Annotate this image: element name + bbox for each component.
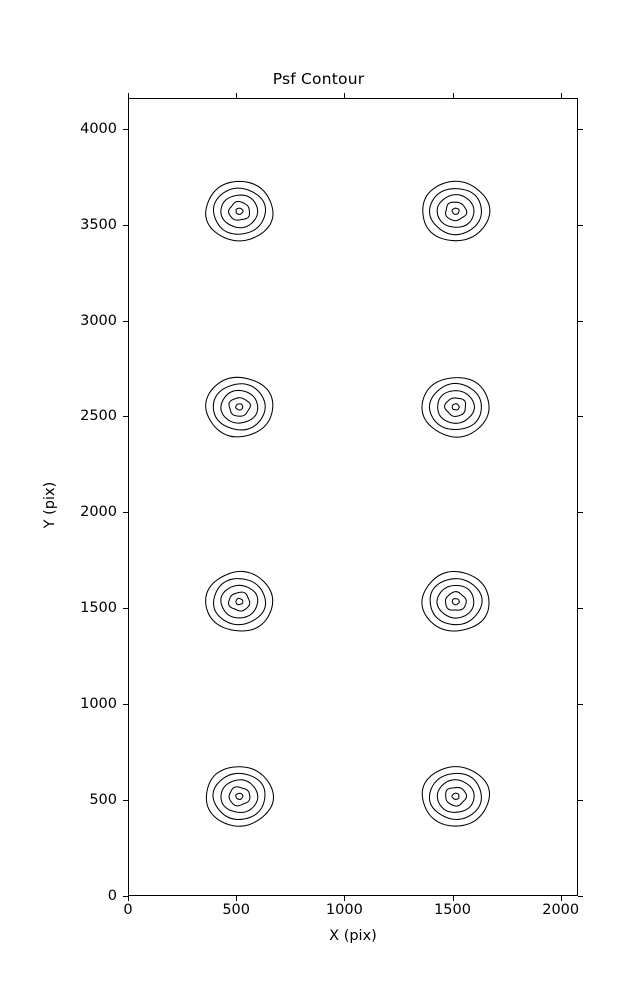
x-tick-mark bbox=[452, 93, 454, 98]
psf-contour-source bbox=[205, 766, 275, 827]
contour-ring bbox=[436, 584, 475, 619]
contour-ring bbox=[235, 403, 244, 411]
contour-ring bbox=[205, 570, 274, 632]
contour-ring bbox=[213, 578, 267, 626]
contour-ring bbox=[205, 766, 275, 827]
y-tick-mark bbox=[578, 320, 583, 322]
psf-contour-source bbox=[205, 376, 274, 438]
y-tick-mark bbox=[123, 896, 128, 897]
contour-ring bbox=[212, 772, 266, 820]
contour-ring bbox=[436, 194, 475, 228]
contour-ring bbox=[428, 772, 482, 821]
y-tick-mark bbox=[578, 128, 583, 130]
y-tick-mark bbox=[578, 416, 583, 418]
y-axis-label: Y (pix) bbox=[42, 481, 58, 529]
contour-ring bbox=[228, 786, 251, 807]
y-tick-mark bbox=[578, 512, 583, 514]
y-tick-label: 3000 bbox=[80, 312, 117, 329]
contour-ring bbox=[205, 180, 274, 242]
x-tick-mark bbox=[560, 93, 562, 98]
contour-layer bbox=[205, 180, 491, 827]
contour-ring bbox=[235, 792, 244, 800]
contour-ring bbox=[228, 397, 251, 417]
contour-ring bbox=[228, 200, 251, 221]
y-tick-mark bbox=[123, 704, 128, 706]
x-tick-mark bbox=[560, 896, 562, 901]
x-tick-label: 0 bbox=[123, 902, 133, 918]
y-tick-label: 2500 bbox=[80, 408, 117, 425]
contour-ring bbox=[444, 397, 467, 417]
y-tick-mark bbox=[578, 800, 583, 802]
contour-ring bbox=[228, 591, 251, 612]
x-tick-label: 2000 bbox=[542, 902, 580, 918]
contour-ring bbox=[451, 792, 460, 800]
contour-ring bbox=[212, 187, 267, 235]
contour-ring bbox=[421, 766, 491, 827]
contour-ring bbox=[451, 403, 460, 411]
psf-contour-source bbox=[421, 766, 491, 827]
psf-contour-source bbox=[422, 180, 491, 242]
y-tick-mark bbox=[123, 128, 128, 130]
y-tick-label: 1500 bbox=[80, 600, 117, 617]
y-tick-mark bbox=[123, 512, 128, 514]
contour-ring bbox=[451, 598, 460, 606]
contour-ring bbox=[220, 584, 259, 619]
y-tick-mark bbox=[578, 896, 583, 897]
y-tick-mark bbox=[578, 704, 583, 706]
x-tick-mark bbox=[236, 896, 238, 901]
y-tick-mark bbox=[123, 320, 128, 322]
x-tick-mark bbox=[128, 93, 129, 98]
y-tick-label: 500 bbox=[89, 792, 117, 809]
page-title: Psf Contour bbox=[272, 70, 365, 88]
x-tick-mark bbox=[128, 896, 129, 901]
y-tick-mark bbox=[578, 224, 583, 226]
x-tick-mark bbox=[344, 93, 346, 98]
contour-ring bbox=[220, 779, 259, 814]
psf-contour-source bbox=[421, 570, 490, 632]
x-tick-mark bbox=[452, 896, 454, 901]
y-tick-mark bbox=[123, 800, 128, 802]
x-tick-label: 1500 bbox=[434, 902, 471, 918]
y-tick-mark bbox=[578, 608, 583, 610]
x-tick-label: 1000 bbox=[325, 902, 363, 918]
y-tick-label: 3500 bbox=[80, 216, 117, 233]
psf-contour-source bbox=[205, 570, 274, 632]
contour-ring bbox=[429, 578, 483, 626]
y-tick-mark bbox=[123, 608, 128, 610]
contour-ring bbox=[428, 188, 482, 236]
contour-ring bbox=[421, 377, 490, 438]
contour-ring bbox=[437, 390, 475, 424]
contour-ring bbox=[421, 570, 490, 632]
x-tick-mark bbox=[236, 93, 238, 98]
contour-ring bbox=[428, 382, 482, 431]
contour-ring bbox=[436, 779, 475, 813]
contour-ring bbox=[220, 389, 259, 424]
contour-ring bbox=[445, 201, 468, 222]
y-tick-mark bbox=[123, 224, 128, 226]
x-tick-label: 500 bbox=[222, 902, 251, 918]
contour-ring bbox=[444, 591, 467, 611]
x-axis-label: X (pix) bbox=[329, 928, 377, 944]
x-tick-mark bbox=[344, 896, 346, 901]
contour-ring bbox=[205, 376, 274, 438]
contour-ring bbox=[422, 180, 491, 242]
y-tick-label: 1000 bbox=[80, 696, 117, 713]
contour-ring bbox=[212, 383, 266, 431]
psf-contour-source bbox=[205, 180, 274, 242]
contour-ring bbox=[451, 207, 460, 215]
y-tick-label: 2000 bbox=[80, 504, 117, 521]
y-tick-label: 4000 bbox=[80, 120, 117, 137]
plot-axes bbox=[128, 98, 578, 896]
contour-ring bbox=[235, 597, 244, 606]
y-tick-label: 0 bbox=[107, 888, 117, 904]
y-tick-mark bbox=[123, 416, 128, 418]
contour-ring bbox=[220, 194, 259, 229]
psf-contour-source bbox=[421, 377, 490, 438]
contour-ring bbox=[235, 207, 244, 215]
contour-ring bbox=[445, 786, 468, 807]
